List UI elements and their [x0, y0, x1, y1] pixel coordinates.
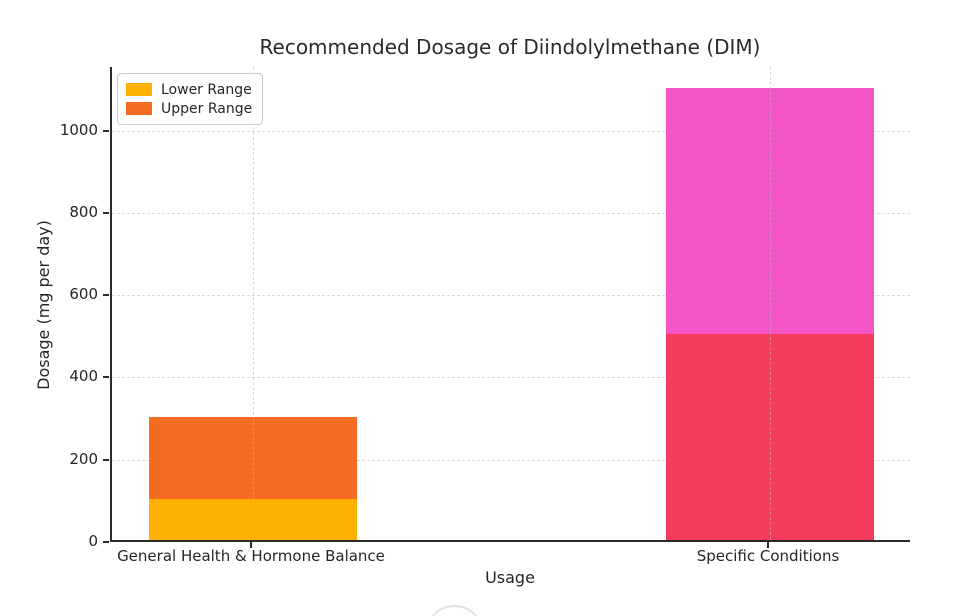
- y-tick-mark: [103, 458, 109, 461]
- x-gridline: [253, 67, 254, 540]
- legend-swatch-upper-range-icon: [126, 102, 152, 115]
- x-tick-label: Specific Conditions: [696, 547, 840, 565]
- x-tick-mark: [250, 542, 252, 548]
- y-gridline: [112, 130, 910, 132]
- y-tick-label: 400: [69, 367, 98, 386]
- legend: Lower Range Upper Range: [117, 73, 264, 125]
- legend-swatch-lower-range-icon: [126, 83, 152, 96]
- y-gridline: [112, 459, 910, 461]
- y-tick-mark: [103, 294, 109, 297]
- y-tick-label: 0: [88, 532, 98, 550]
- x-axis-label: Usage: [485, 568, 535, 587]
- legend-item-lower-range: Lower Range: [126, 80, 252, 99]
- y-tick-label: 1000: [59, 120, 98, 139]
- y-tick-label: 800: [69, 202, 98, 221]
- y-tick-mark: [103, 129, 109, 132]
- y-gridline: [112, 295, 910, 297]
- plot-area: [110, 67, 910, 542]
- y-gridline: [112, 212, 910, 214]
- x-gridline: [770, 67, 771, 540]
- y-tick-mark: [103, 211, 109, 214]
- legend-item-upper-range: Upper Range: [126, 99, 252, 118]
- y-tick-label: 600: [69, 285, 98, 304]
- y-gridline: [112, 377, 910, 379]
- y-tick-label: 200: [69, 449, 98, 468]
- x-tick-label: General Health & Hormone Balance: [117, 547, 385, 565]
- chart-title: Recommended Dosage of Diindolylmethane (…: [259, 35, 761, 59]
- legend-label-upper-range: Upper Range: [161, 100, 253, 117]
- legend-label-lower-range: Lower Range: [161, 81, 252, 98]
- y-tick-mark: [103, 376, 109, 379]
- x-tick-mark: [767, 542, 769, 548]
- y-tick-mark: [103, 541, 109, 543]
- partial-circle-decoration: [425, 605, 484, 616]
